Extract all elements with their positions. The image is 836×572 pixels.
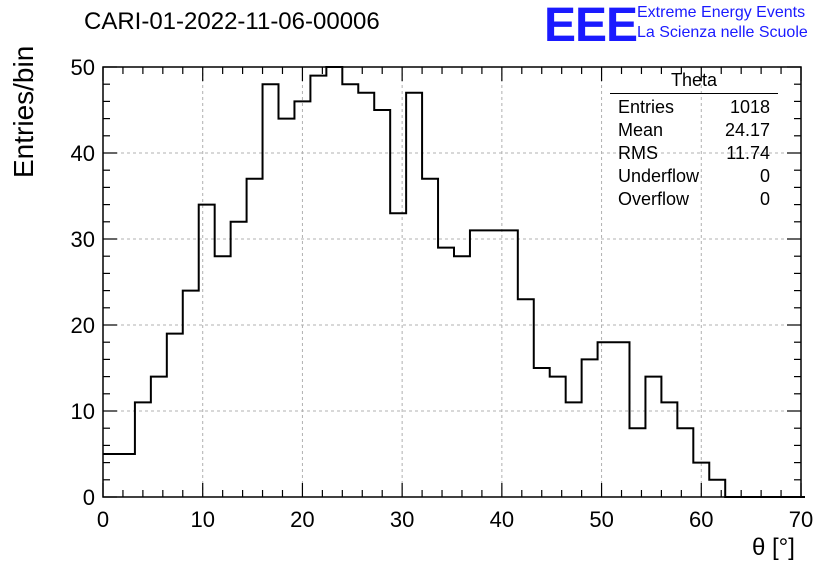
x-tick-label: 40 [490, 507, 514, 532]
x-axis-label: θ [°] [752, 534, 795, 561]
stats-value: 1018 [729, 97, 770, 117]
stats-label: Entries [618, 97, 675, 117]
x-tick-label: 20 [290, 507, 314, 532]
y-tick-label: 0 [83, 485, 95, 510]
x-tick-label: 30 [390, 507, 414, 532]
stats-row-rms: RMS 11.74 [610, 142, 778, 165]
x-tick-label: 60 [689, 507, 713, 532]
y-tick-label: 30 [71, 227, 95, 252]
stats-value: 0 [759, 166, 770, 186]
logo-line-2: La Scienza nelle Scuole [637, 24, 808, 41]
stats-value: 11.74 [726, 143, 770, 163]
x-tick-label: 50 [589, 507, 613, 532]
y-axis-label: Entries/bin [8, 45, 39, 178]
stats-row-underflow: Underflow 0 [610, 165, 778, 188]
stats-row-overflow: Overflow 0 [610, 188, 778, 211]
stats-box: Theta Entries 1018 Mean 24.17 RMS 11.74 … [610, 70, 778, 211]
logo-line-1: Extreme Energy Events [637, 4, 806, 21]
stats-label: Overflow [618, 189, 690, 209]
stats-value: 24.17 [724, 120, 770, 140]
x-tick-label: 10 [190, 507, 214, 532]
stats-row-entries: Entries 1018 [610, 96, 778, 119]
stats-row-mean: Mean 24.17 [610, 119, 778, 142]
histogram-series [103, 66, 805, 498]
y-tick-label: 40 [71, 141, 95, 166]
chart-title: CARI-01-2022-11-06-00006 [84, 8, 380, 35]
stats-title: Theta [610, 70, 778, 94]
plot-frame [102, 66, 802, 498]
stats-label: Underflow [618, 166, 700, 186]
y-tick-label: 20 [71, 313, 95, 338]
stats-label: RMS [618, 143, 658, 163]
stats-label: Mean [618, 120, 664, 140]
y-tick-label: 50 [71, 55, 95, 80]
eee-logo-mark: EEE [544, 0, 638, 52]
x-tick-label: 0 [97, 507, 109, 532]
stats-value: 0 [759, 189, 770, 209]
x-tick-label: 70 [789, 507, 813, 532]
y-tick-label: 10 [71, 399, 95, 424]
